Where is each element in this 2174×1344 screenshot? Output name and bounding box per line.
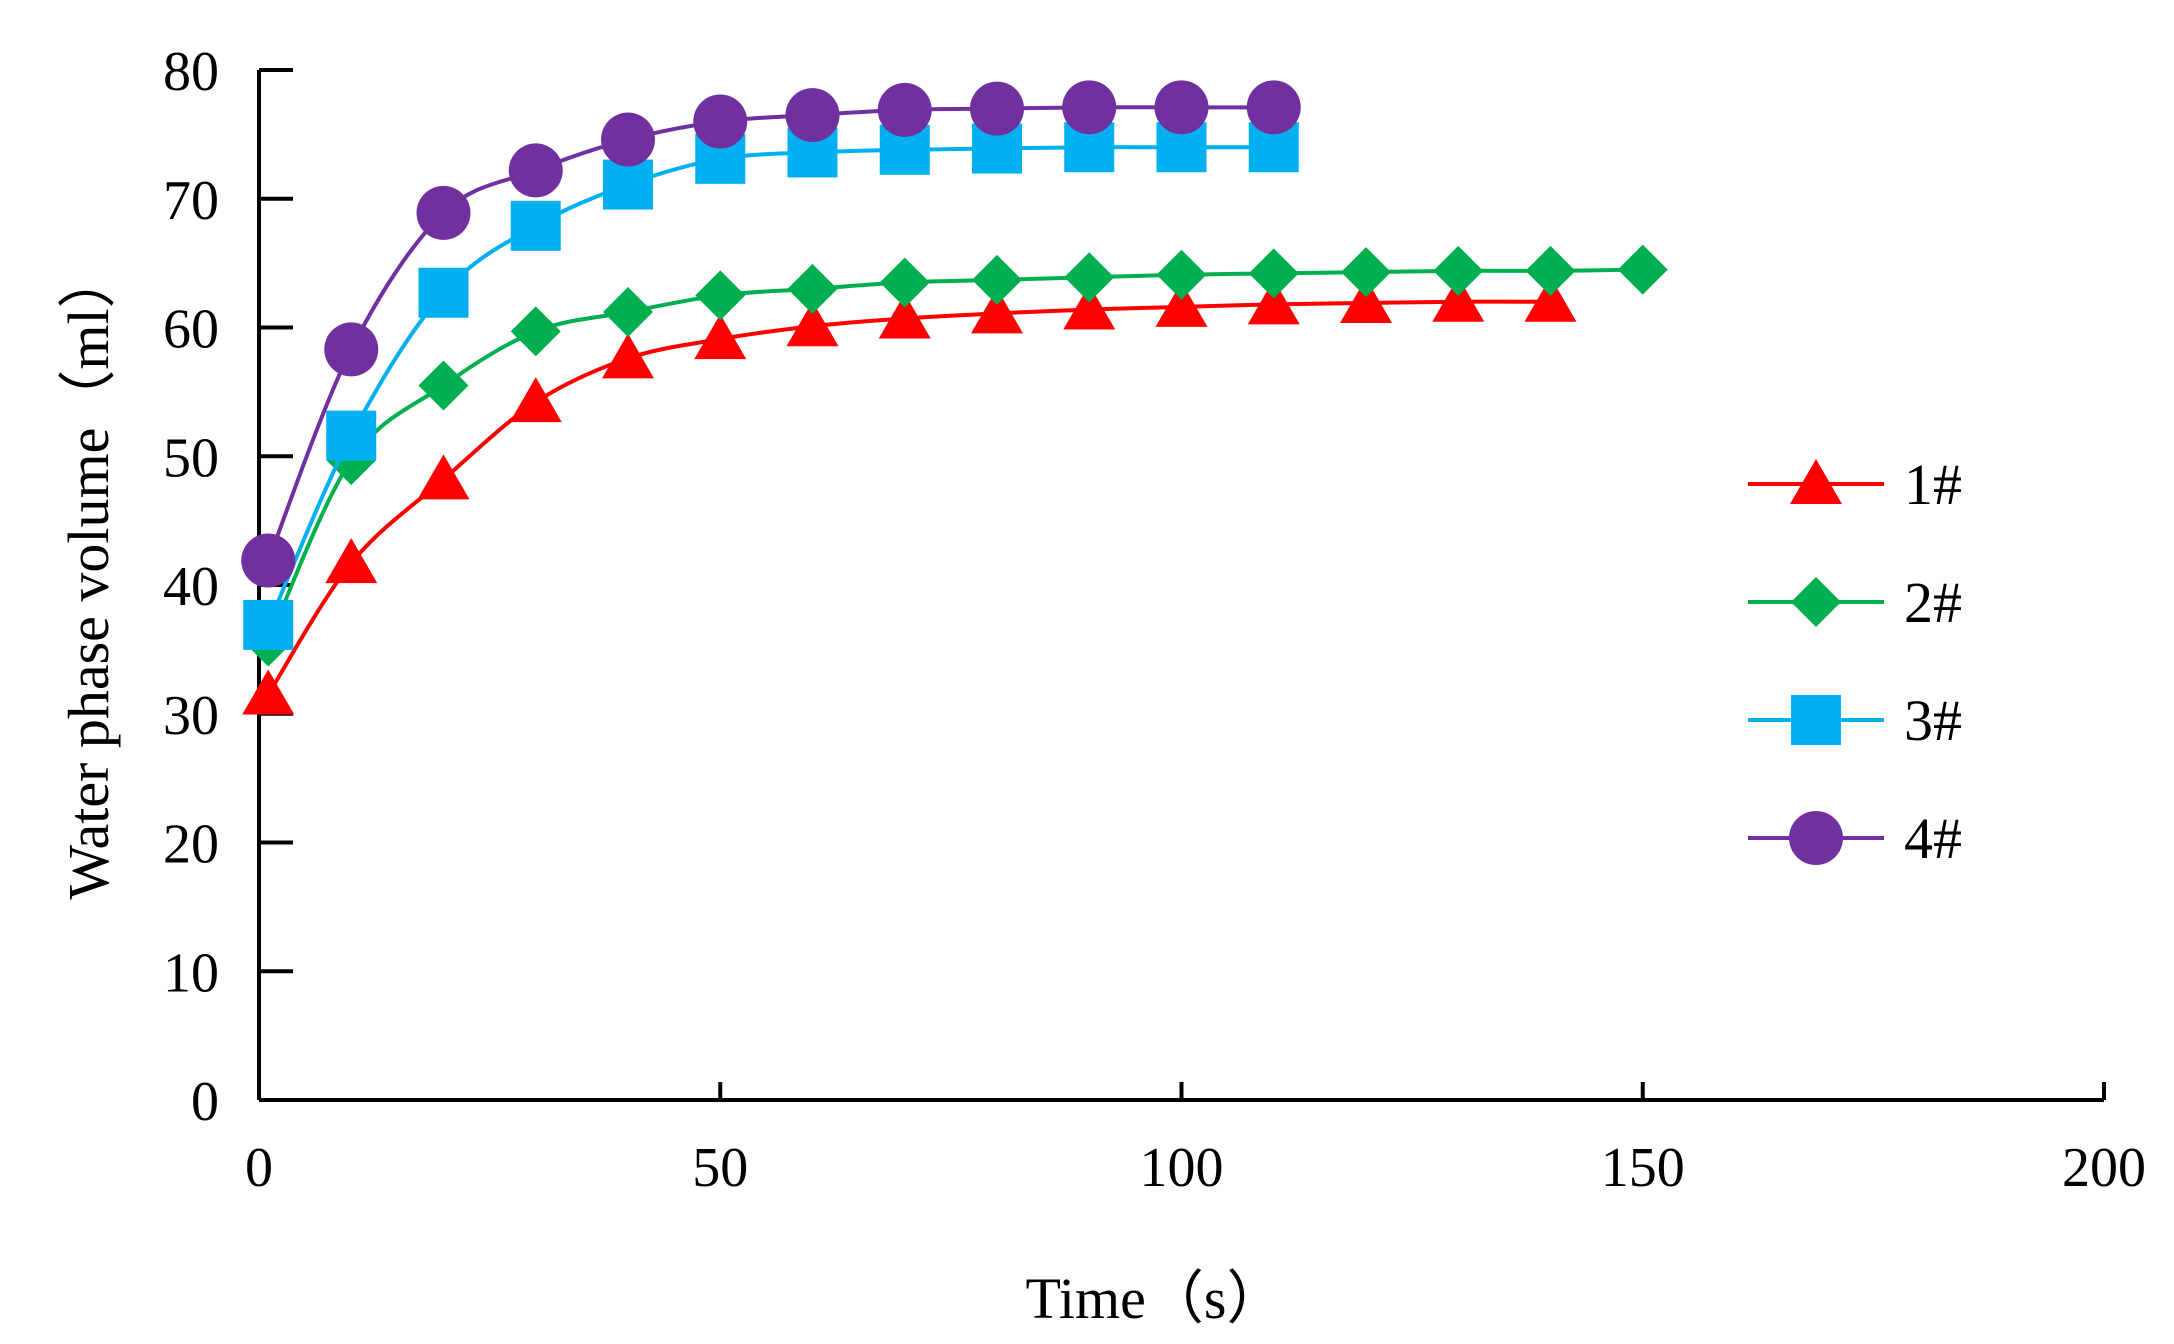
data-point [877,82,932,137]
data-point [510,306,561,357]
data-point [601,112,655,167]
data-point [785,88,840,143]
data-point [324,322,379,377]
data-point [508,143,563,198]
data-point [603,287,653,338]
data-point [243,599,294,650]
data-point [1432,276,1485,322]
y-tick-label: 60 [163,299,219,361]
data-point [1064,252,1115,303]
y-tick-label: 10 [163,942,219,1004]
y-tick-label: 50 [163,427,219,489]
data-point [1155,281,1208,327]
data-point [971,288,1023,334]
data-point [1062,80,1117,135]
y-tick-label: 80 [163,41,219,103]
legend-label: 4# [1904,806,1962,871]
y-ticks: 0 10 20 30 40 50 60 70 80 [163,41,293,1133]
y-axis-title: Water phase volume（ml） [56,250,121,899]
data-point [416,185,471,240]
legend-item-4: 4# [1748,806,1962,871]
legend: 1# 2# 3# 4# [1748,452,1962,871]
y-tick-label: 70 [163,170,219,232]
data-point [879,257,930,308]
data-point [693,94,748,149]
legend-marker [1789,811,1843,865]
data-point [325,538,378,584]
data-point [418,267,469,318]
y-tick-label: 40 [163,556,219,618]
data-point [1617,244,1668,295]
x-tick-label: 150 [1601,1137,1685,1199]
data-point [1433,245,1484,296]
legend-label: 2# [1904,570,1962,635]
data-point [1248,248,1299,299]
data-point [1063,284,1116,330]
series-line-4 [266,105,1274,562]
data-point [1246,80,1301,135]
series-1 [242,276,1577,715]
x-tick-label: 50 [692,1137,748,1199]
data-point [1154,80,1209,135]
legend-item-3: 3# [1748,688,1962,753]
x-tick-label: 100 [1140,1137,1224,1199]
y-tick-label: 20 [163,814,219,876]
data-point [418,360,469,411]
data-point [509,377,562,423]
data-point [695,270,746,321]
data-point [972,254,1022,305]
x-ticks: 0 50 100 150 200 [245,1082,2146,1199]
legend-item-1: 1# [1748,452,1962,517]
data-point [1156,249,1207,300]
data-point [417,454,470,500]
series-line-2 [266,267,1643,643]
data-point [326,410,377,461]
data-point [878,293,931,339]
legend-label: 1# [1904,452,1962,517]
data-point [242,669,295,715]
data-point [1341,247,1391,298]
x-tick-label: 200 [2062,1137,2146,1199]
data-point [694,314,747,360]
data-point [603,159,653,210]
data-point [787,263,838,314]
legend-marker [1791,577,1841,627]
series-4 [241,80,1301,588]
data-point [970,81,1024,136]
y-tick-label: 30 [163,685,219,747]
data-point [510,200,561,251]
series-3 [243,122,1299,650]
series-layer [241,80,1668,715]
data-point [1524,276,1577,322]
data-point [602,333,654,379]
legend-item-2: 2# [1748,570,1962,635]
y-tick-label: 0 [191,1071,219,1133]
legend-label: 3# [1904,688,1962,753]
x-axis-title: Time（s） [1026,1266,1285,1331]
data-point [786,301,839,347]
legend-marker [1791,695,1841,745]
x-tick-label: 0 [245,1137,273,1199]
legend-marker [1790,459,1842,504]
data-point [241,533,296,588]
data-point [1340,278,1392,324]
data-point [1247,279,1300,325]
data-point [1525,245,1576,296]
